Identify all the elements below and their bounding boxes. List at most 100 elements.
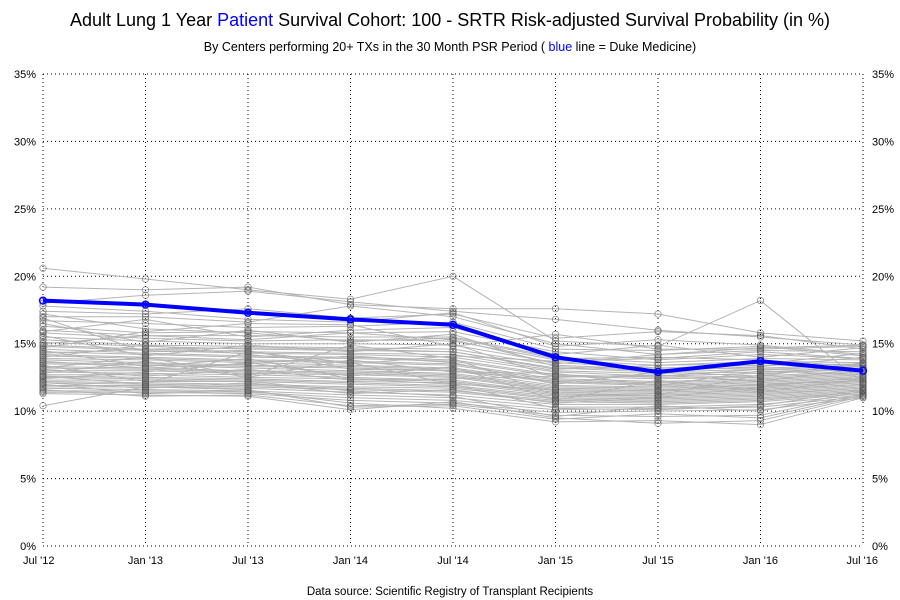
center-point bbox=[551, 363, 560, 371]
y-tick-label-left: 10% bbox=[14, 406, 36, 418]
center-line bbox=[42, 308, 864, 350]
chart-subtitle-suffix: line = Duke Medicine) bbox=[572, 40, 696, 54]
center-point bbox=[141, 372, 150, 380]
center-point bbox=[39, 283, 47, 291]
center-point bbox=[756, 398, 765, 406]
center-line bbox=[42, 332, 864, 366]
center-point bbox=[346, 402, 355, 410]
y-tick-label-left: 20% bbox=[14, 271, 36, 283]
center-point bbox=[244, 336, 252, 344]
center-line bbox=[42, 393, 864, 424]
center-point bbox=[859, 354, 867, 363]
center-point bbox=[244, 319, 252, 328]
duke-line bbox=[42, 298, 864, 374]
center-line bbox=[42, 382, 864, 403]
center-line bbox=[42, 348, 864, 378]
center-line bbox=[42, 386, 864, 420]
center-point bbox=[141, 275, 150, 283]
center-point bbox=[39, 349, 47, 357]
center-point bbox=[654, 376, 662, 384]
center-point bbox=[551, 414, 560, 422]
center-line bbox=[42, 358, 864, 385]
center-line bbox=[43, 379, 864, 400]
duke-point bbox=[551, 353, 560, 362]
center-point bbox=[346, 406, 355, 414]
center-line bbox=[42, 375, 864, 397]
center-point bbox=[551, 330, 560, 338]
center-line bbox=[42, 364, 864, 418]
center-point bbox=[141, 291, 150, 299]
center-point bbox=[449, 363, 457, 371]
center-point bbox=[449, 375, 457, 383]
center-line bbox=[42, 381, 864, 401]
center-point bbox=[141, 313, 150, 321]
chart-title: Adult Lung 1 Year Patient Survival Cohor… bbox=[70, 10, 830, 30]
center-point bbox=[346, 376, 355, 384]
center-line bbox=[43, 305, 864, 356]
center-line bbox=[43, 374, 864, 396]
center-point bbox=[551, 369, 560, 377]
center-point bbox=[346, 337, 355, 345]
x-tick-label: Jul '12 bbox=[23, 555, 54, 567]
center-point bbox=[654, 419, 662, 427]
center-point bbox=[756, 411, 765, 419]
center-point bbox=[654, 410, 662, 418]
center-point bbox=[244, 329, 252, 337]
center-point bbox=[859, 390, 867, 398]
center-point bbox=[346, 372, 355, 380]
center-point bbox=[756, 380, 765, 388]
center-line bbox=[42, 305, 864, 355]
center-point bbox=[449, 334, 457, 342]
center-point bbox=[39, 310, 47, 318]
center-point bbox=[141, 363, 150, 371]
center-point bbox=[756, 365, 765, 373]
center-point bbox=[346, 390, 355, 398]
center-line bbox=[42, 267, 864, 384]
center-point bbox=[244, 350, 252, 359]
center-line bbox=[42, 351, 864, 411]
duke-point bbox=[346, 315, 355, 324]
center-point bbox=[654, 406, 662, 414]
center-point bbox=[551, 411, 560, 419]
center-point bbox=[654, 402, 662, 410]
center-line bbox=[42, 344, 864, 374]
center-point bbox=[39, 402, 47, 410]
center-point bbox=[449, 380, 457, 388]
center-point bbox=[654, 380, 662, 388]
center-point bbox=[551, 396, 560, 404]
y-tick-label-left: 35% bbox=[14, 69, 36, 81]
center-point bbox=[551, 340, 560, 348]
y-tick-label-right: 25% bbox=[872, 204, 894, 216]
center-point bbox=[39, 332, 47, 340]
y-tick-label-left: 5% bbox=[20, 474, 36, 486]
center-point bbox=[346, 321, 355, 329]
center-point bbox=[859, 392, 867, 400]
y-tick-label-left: 15% bbox=[14, 339, 36, 351]
center-point bbox=[449, 352, 457, 360]
center-point bbox=[756, 371, 765, 379]
center-point bbox=[141, 319, 150, 328]
center-line bbox=[42, 323, 864, 372]
center-line bbox=[42, 351, 864, 380]
center-point bbox=[756, 329, 765, 337]
center-point bbox=[449, 345, 457, 353]
y-tick-label-left: 0% bbox=[20, 541, 36, 553]
center-point bbox=[654, 417, 662, 425]
center-point bbox=[346, 295, 355, 303]
chart-subtitle: By Centers performing 20+ TXs in the 30 … bbox=[204, 40, 696, 54]
center-point bbox=[346, 302, 355, 310]
center-point bbox=[449, 342, 457, 350]
center-point bbox=[244, 333, 252, 341]
center-line bbox=[42, 344, 864, 365]
center-point bbox=[756, 332, 765, 340]
center-point bbox=[756, 348, 765, 356]
center-point bbox=[39, 353, 47, 361]
center-point bbox=[141, 391, 150, 399]
center-point bbox=[449, 313, 457, 321]
center-point bbox=[39, 317, 47, 325]
chart-title-suffix: Survival Cohort: 100 - SRTR Risk-adjuste… bbox=[273, 10, 830, 30]
center-point bbox=[244, 372, 252, 380]
center-point bbox=[756, 388, 765, 396]
center-line bbox=[42, 286, 864, 342]
chart-title-highlight: Patient bbox=[217, 10, 273, 30]
